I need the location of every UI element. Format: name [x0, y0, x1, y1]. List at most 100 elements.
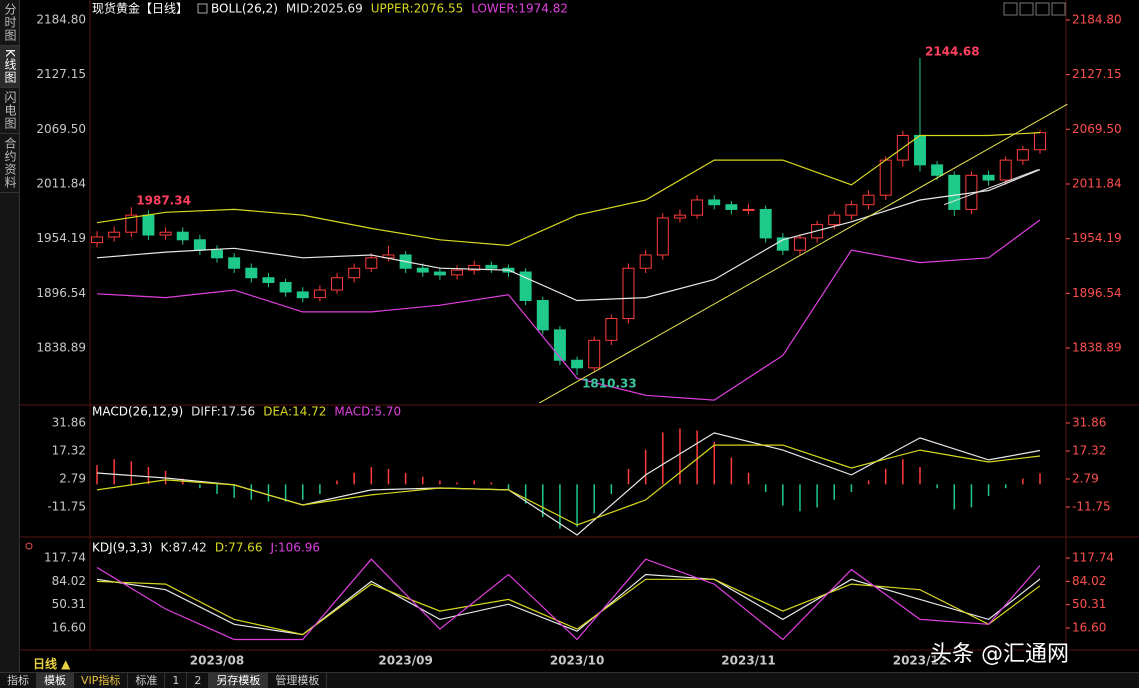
- tab[interactable]: 标准: [128, 673, 166, 688]
- y-tick-label: 50.31: [52, 597, 86, 611]
- chart: 2184.80 2184.80 2127.15 2127.15 2069.50 2069.…: [20, 0, 1139, 668]
- legend-text: UPPER:2076.55: [371, 2, 463, 16]
- y-tick-label: 50.31: [1072, 597, 1106, 611]
- y-tick-label: 84.02: [1072, 574, 1106, 588]
- y-tick-label: 31.86: [1072, 415, 1106, 429]
- kdj-line: [96, 573, 1041, 636]
- y-tick-label: 1838.89: [1072, 341, 1122, 355]
- candle-body: [159, 231, 172, 236]
- legend-text: BOLL(26,2): [211, 2, 278, 16]
- trend-line: [943, 169, 1039, 206]
- tab[interactable]: 2: [187, 673, 210, 688]
- sidebar: 分时图 K线图 闪电图 合约资料: [0, 0, 20, 672]
- legend-text: MACD(26,12,9): [92, 405, 183, 419]
- y-tick-label: 2.79: [59, 471, 86, 485]
- candle-body: [365, 257, 378, 269]
- tab[interactable]: 1: [165, 673, 188, 688]
- candle-body: [999, 159, 1012, 181]
- y-tick-label: 2.79: [1072, 471, 1099, 485]
- legend-text: K:87.42: [161, 541, 207, 555]
- candle-body: [776, 237, 789, 251]
- candle-body: [451, 269, 464, 276]
- y-tick-label: 17.32: [52, 443, 86, 457]
- legend-text: J:106.96: [269, 541, 320, 555]
- control-button[interactable]: [1003, 2, 1018, 16]
- candle-body: [673, 214, 686, 219]
- candle-body: [262, 277, 275, 283]
- x-tick-label: 2023/08: [190, 654, 244, 668]
- candle-body: [245, 267, 258, 279]
- y-tick-label: 16.60: [1072, 621, 1106, 635]
- y-tick-label: 1954.19: [1072, 231, 1122, 245]
- side-tab[interactable]: 闪电图: [0, 88, 19, 134]
- x-tick-label: 2023/12: [893, 654, 947, 668]
- candle-body: [279, 281, 292, 293]
- x-tick-label: 2023/10: [550, 654, 604, 668]
- candle-body: [571, 359, 584, 369]
- legend-text: MID:2025.69: [286, 2, 363, 16]
- y-tick-label: 2184.80: [1072, 12, 1122, 26]
- y-tick-label: 117.74: [1072, 551, 1114, 565]
- legend-text: DIFF:17.56: [191, 405, 255, 419]
- period-selector[interactable]: 日线 ▲: [33, 657, 71, 671]
- candle-body: [1034, 132, 1046, 151]
- candle-body: [931, 164, 944, 176]
- candle-body: [433, 271, 446, 276]
- candle-body: [742, 208, 755, 211]
- watermark: 头条 @汇通网: [930, 642, 1069, 667]
- x-tick-label: 2023/11: [721, 654, 775, 668]
- macd-line: [96, 444, 1041, 526]
- candle-body: [193, 239, 206, 251]
- control-button[interactable]: [1019, 2, 1034, 16]
- low-label: 1810.33: [582, 377, 637, 391]
- side-tab[interactable]: 分时图: [0, 0, 19, 46]
- candle-body: [879, 159, 892, 196]
- boll-line: [96, 132, 1041, 247]
- candle-body: [622, 267, 635, 320]
- tab[interactable]: 管理模板: [268, 673, 328, 688]
- candle-body: [519, 271, 532, 301]
- boll-line: [96, 219, 1041, 401]
- candle-body: [948, 174, 961, 210]
- candle-body: [331, 277, 344, 291]
- side-tab[interactable]: K线图: [0, 46, 19, 88]
- y-tick-label: 117.74: [44, 551, 86, 565]
- candle-body: [913, 134, 926, 166]
- candle-body: [211, 249, 224, 259]
- tab[interactable]: VIP指标: [74, 673, 129, 688]
- candle-body: [108, 231, 121, 238]
- window-controls: [1003, 2, 1066, 16]
- settings-icon[interactable]: [25, 542, 33, 550]
- y-tick-label: 1896.54: [36, 286, 86, 300]
- legend-text: 现货黄金【日线】: [92, 1, 188, 16]
- candle-body: [468, 264, 481, 271]
- y-tick-label: -11.75: [47, 499, 86, 513]
- boll-line: [96, 169, 1041, 302]
- control-button[interactable]: [1051, 2, 1066, 16]
- high-label: 1987.34: [136, 194, 191, 208]
- candle-body: [725, 204, 738, 210]
- candle-body: [296, 291, 309, 299]
- tab[interactable]: 模板: [37, 673, 74, 688]
- legend-text: KDJ(9,3,3): [92, 541, 153, 555]
- kdj-line: [96, 578, 1041, 636]
- y-tick-label: 31.86: [52, 415, 86, 429]
- tab[interactable]: 指标: [0, 673, 37, 688]
- candle-body: [125, 214, 138, 233]
- candle-body: [982, 174, 995, 181]
- candle-body: [228, 257, 241, 269]
- control-button[interactable]: [1035, 2, 1050, 16]
- y-tick-label: 2011.84: [36, 176, 86, 190]
- y-tick-label: 2069.50: [36, 122, 86, 136]
- candle-body: [605, 318, 618, 341]
- y-tick-label: 2069.50: [1072, 122, 1122, 136]
- candle-body: [176, 231, 189, 241]
- indicator-icon[interactable]: [197, 3, 208, 14]
- y-tick-label: -11.75: [1072, 499, 1111, 513]
- y-tick-label: 1838.89: [36, 341, 86, 355]
- y-tick-label: 17.32: [1072, 443, 1106, 457]
- kdj-line: [96, 558, 1041, 641]
- side-tab[interactable]: 合约资料: [0, 134, 19, 193]
- tab[interactable]: 另存模板: [209, 673, 269, 688]
- candle-body: [793, 237, 806, 251]
